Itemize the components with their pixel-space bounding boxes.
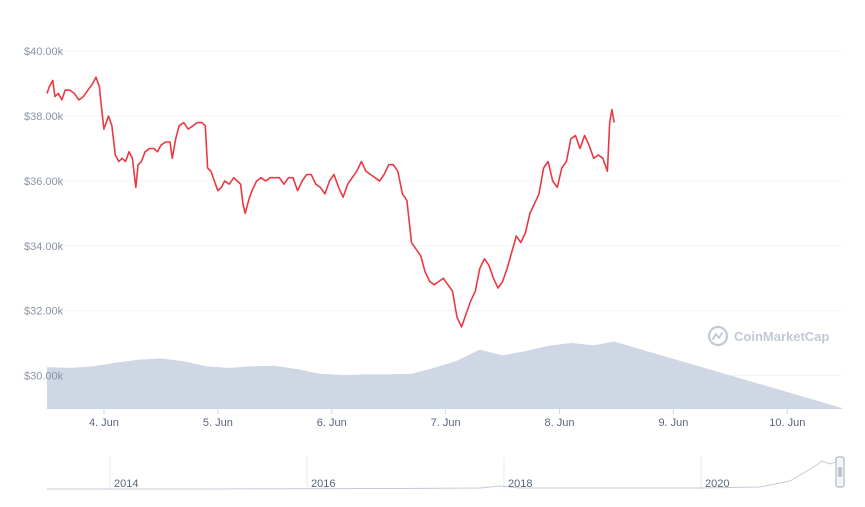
navigator-handle[interactable]	[835, 456, 845, 488]
x-axis: 4. Jun 5. Jun 6. Jun 7. Jun 8. Jun 9. Jun 10. …	[47, 408, 842, 429]
y-tick-label: $32.00k	[24, 306, 64, 318]
y-axis: $30.00k $32.00k $34.00k $36.00k $38.00k $40.0…	[24, 46, 64, 382]
time-navigator[interactable]: 2014 2016 2018 2020	[47, 455, 845, 490]
navigator-history-line	[47, 460, 837, 490]
navigator-tick-label: 2018	[508, 478, 532, 490]
y-tick-label: $36.00k	[24, 176, 64, 188]
x-tick-label: 4. Jun	[89, 417, 119, 429]
watermark-text: CoinMarketCap	[734, 329, 829, 344]
y-tick-label: $30.00k	[24, 371, 64, 383]
y-tick-label: $40.00k	[24, 46, 64, 58]
navigator-gridlines	[109, 457, 702, 490]
price-line-layer	[46, 76, 615, 328]
volume-area	[47, 341, 842, 408]
navigator-tick-label: 2020	[705, 478, 729, 490]
volume-area-layer	[47, 341, 842, 408]
x-tick-label: 9. Jun	[658, 417, 688, 429]
x-tick-label: 6. Jun	[317, 417, 347, 429]
x-tick-label: 5. Jun	[203, 417, 233, 429]
navigator-background[interactable]	[47, 455, 841, 490]
navigator-axis: 2014 2016 2018 2020	[114, 478, 729, 490]
y-tick-label: $38.00k	[24, 111, 64, 123]
y-tick-label: $34.00k	[24, 241, 64, 253]
coinmarketcap-logo-icon	[707, 325, 729, 347]
navigator-tick-label: 2016	[311, 478, 335, 490]
navigator-tick-label: 2014	[114, 478, 138, 490]
x-tick-label: 10. Jun	[769, 417, 805, 429]
price-series-line[interactable]	[46, 76, 615, 328]
watermark: CoinMarketCap	[707, 325, 829, 347]
x-tick-label: 8. Jun	[545, 417, 575, 429]
grid	[47, 50, 842, 377]
x-tick-label: 7. Jun	[431, 417, 461, 429]
